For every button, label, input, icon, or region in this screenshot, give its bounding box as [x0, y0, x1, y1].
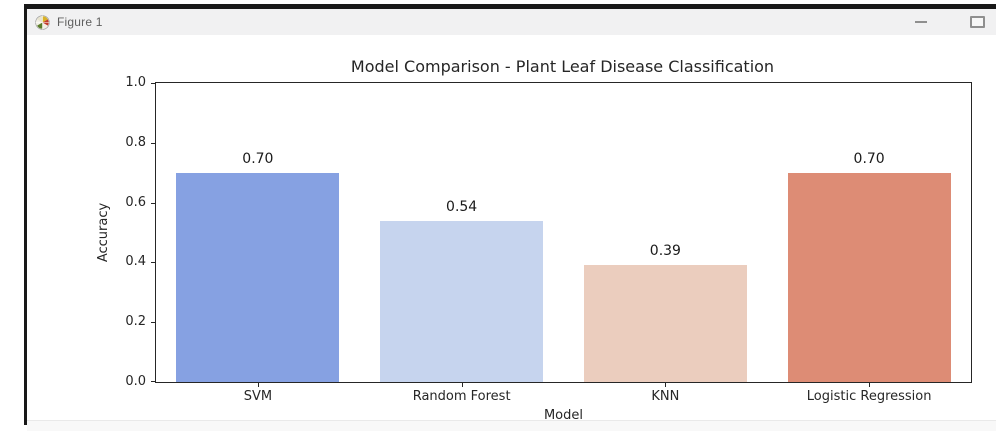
- x-tick-label: Random Forest: [412, 389, 511, 404]
- x-tick-mark: [869, 383, 871, 387]
- matplotlib-logo-icon: [35, 14, 50, 30]
- figure-canvas: Model Comparison - Plant Leaf Disease Cl…: [27, 35, 996, 420]
- y-tick-mark: [151, 202, 155, 204]
- x-tick-mark: [461, 383, 463, 387]
- maximize-button[interactable]: [962, 9, 992, 35]
- figure-window: Figure 1 Model Comparison - Plant Leaf D…: [24, 4, 996, 431]
- x-tick-label: KNN: [651, 389, 680, 404]
- y-tick-label: 0.0: [125, 374, 146, 389]
- y-tick-mark: [151, 322, 155, 324]
- y-axis-label: Accuracy: [96, 202, 112, 263]
- bar-knn: [583, 265, 747, 382]
- y-tick-label: 0.8: [125, 134, 146, 150]
- y-tick-label: 0.4: [125, 254, 146, 270]
- y-tick-mark: [151, 381, 155, 382]
- chart-title: Model Comparison - Plant Leaf Disease Cl…: [350, 57, 775, 76]
- x-tick-label: SVM: [243, 389, 273, 404]
- y-tick-mark: [151, 262, 155, 264]
- bar-value-label: 0.54: [446, 198, 478, 215]
- x-tick-mark: [665, 383, 667, 387]
- minimize-icon: [915, 21, 927, 23]
- bar-value-label: 0.70: [242, 150, 274, 167]
- y-tick-mark: [151, 83, 155, 84]
- window-bottom-strip: [27, 420, 996, 431]
- y-tick-label: 0.2: [125, 314, 146, 330]
- y-tick-label: 0.6: [125, 194, 146, 210]
- window-titlebar[interactable]: Figure 1: [27, 9, 996, 35]
- bar-logistic-regression: [787, 172, 951, 382]
- bar-svm: [176, 172, 340, 382]
- bar-value-label: 0.39: [649, 243, 681, 260]
- x-axis-label: Model: [543, 408, 584, 420]
- plot-area: Accuracy Model 0.0 0.2 0.4 0.6 0.8 1.0 0.70 SVM…: [97, 75, 972, 420]
- y-tick-mark: [151, 142, 155, 144]
- x-tick-mark: [257, 383, 259, 387]
- x-tick-label: Logistic Regression: [806, 389, 932, 404]
- bar-value-label: 0.70: [853, 150, 885, 167]
- window-title: Figure 1: [57, 15, 103, 29]
- minimize-button[interactable]: [906, 9, 936, 35]
- y-tick-label: 1.0: [125, 75, 146, 90]
- y-axis-label-wrap: Accuracy: [96, 83, 112, 382]
- bar-random-forest: [380, 220, 544, 382]
- maximize-icon: [969, 16, 985, 28]
